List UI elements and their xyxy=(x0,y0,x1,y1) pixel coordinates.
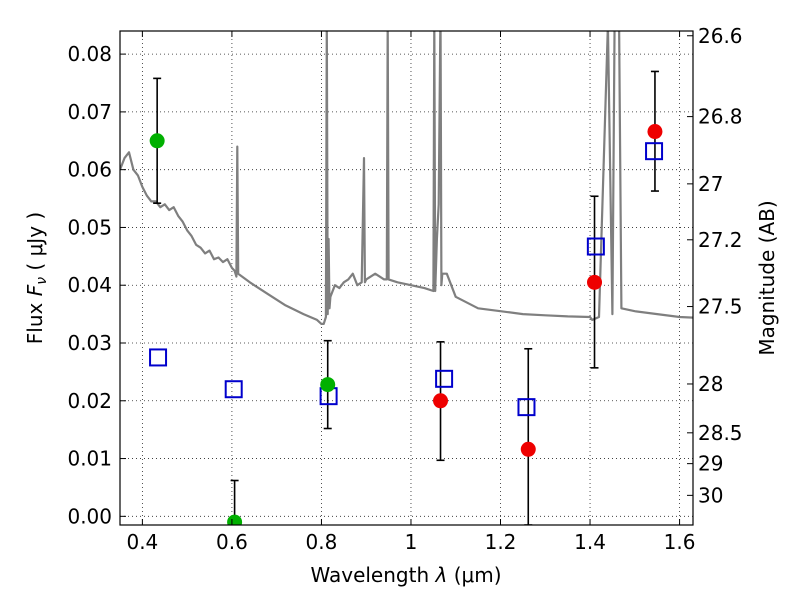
y-tick-label: 0.00 xyxy=(67,504,112,528)
x-tick-label: 1.4 xyxy=(574,530,606,554)
blue-square-marker xyxy=(517,398,536,417)
y-tick-label: 0.08 xyxy=(67,42,112,66)
model-spectrum xyxy=(120,31,693,325)
y2-tick-label: 27 xyxy=(698,172,723,196)
y2-tick-label: 28.5 xyxy=(698,421,743,445)
y2-tick-label: 28 xyxy=(698,372,723,396)
x-tick-label: 1 xyxy=(405,530,418,554)
blue-square-marker xyxy=(435,369,454,388)
y-tick-label: 0.07 xyxy=(67,100,112,124)
y-tick-label: 0.04 xyxy=(67,273,112,297)
blue-square-marker xyxy=(224,380,243,399)
red-circle-marker xyxy=(647,124,663,140)
y-tick-label: 0.05 xyxy=(67,215,112,239)
y2-axis-label: Magnitude (AB) xyxy=(755,200,779,355)
red-circle-marker xyxy=(433,393,449,409)
plot-background xyxy=(120,31,693,525)
y2-tick-label: 29 xyxy=(698,452,723,476)
y-tick-label: 0.01 xyxy=(67,447,112,471)
x-tick-label: 0.4 xyxy=(126,530,158,554)
red-circle-marker xyxy=(520,441,536,457)
x-tick-label: 0.6 xyxy=(216,530,248,554)
green-circle-marker xyxy=(320,377,336,393)
blue-square-marker xyxy=(645,142,664,161)
y-axis-label: Flux Fν ( μJy ) xyxy=(23,212,51,344)
blue-square-marker xyxy=(586,237,605,256)
x-axis-label: Wavelength λ (μm) xyxy=(310,563,501,587)
red-circle-marker xyxy=(587,274,603,290)
y-tick-label: 0.02 xyxy=(67,389,112,413)
x-tick-label: 1.6 xyxy=(664,530,696,554)
y-tick-label: 0.06 xyxy=(67,158,112,182)
model-spectrum-line xyxy=(120,31,693,325)
y2-tick-label: 27.5 xyxy=(698,295,743,319)
y2-tick-label: 30 xyxy=(698,483,723,507)
green-circle-marker xyxy=(149,133,165,149)
y2-tick-label: 26.6 xyxy=(698,24,743,48)
x-tick-label: 1.2 xyxy=(485,530,517,554)
axis-ticks: 0.4 0.6 0.8 1 1.2 1.4 1.6 0.00 0.01 0.02 0.03 0.04 0… xyxy=(67,24,742,554)
y-tick-label: 0.03 xyxy=(67,331,112,355)
plot-frame xyxy=(119,30,694,526)
green-circle-marker xyxy=(227,514,243,525)
y2-tick-label: 27.2 xyxy=(698,228,743,252)
y2-tick-label: 26.8 xyxy=(698,105,743,129)
blue-square-marker xyxy=(149,348,168,367)
data-points xyxy=(149,70,664,525)
x-tick-label: 0.8 xyxy=(306,530,338,554)
